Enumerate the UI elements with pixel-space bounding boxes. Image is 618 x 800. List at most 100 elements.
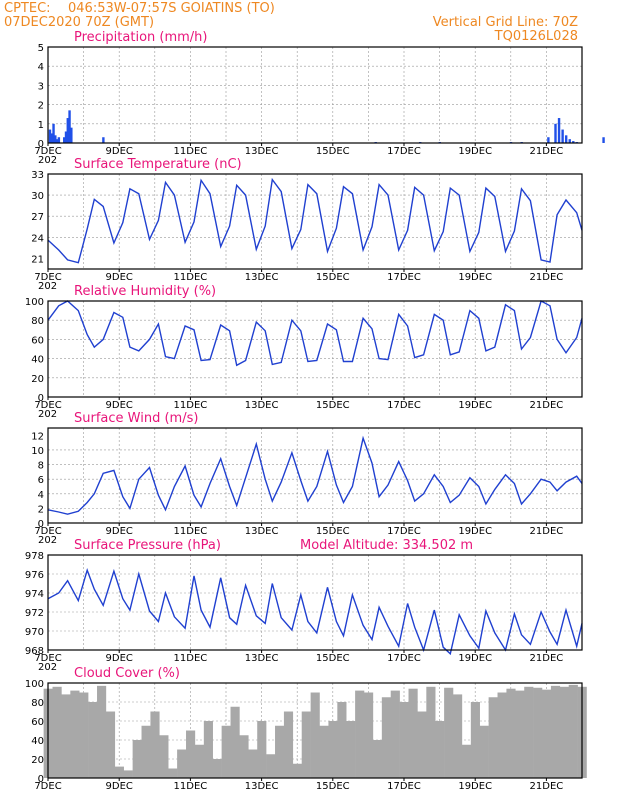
- cloud-bar: [275, 725, 285, 778]
- x-tick-label: 17DEC: [387, 400, 421, 411]
- x-tick-label: 11DEC: [174, 526, 208, 537]
- cloud-bar: [559, 686, 569, 778]
- y-tick-label: 4: [38, 62, 44, 73]
- y-tick-label: 0: [38, 393, 44, 404]
- panel-subtitle: Model Altitude: 334.502 m: [300, 538, 473, 553]
- x-tick-label: 9DEC: [106, 272, 133, 283]
- plot-frame: [47, 300, 583, 398]
- x-tick-label: 19DEC: [458, 400, 492, 411]
- x-tick-label: 15DEC: [316, 400, 350, 411]
- year-fragment: 202: [38, 535, 57, 546]
- year-fragment: 202: [38, 281, 57, 292]
- cloud-bar: [88, 702, 98, 778]
- x-tick-label: 13DEC: [245, 146, 279, 157]
- y-tick-label: 1: [38, 120, 44, 131]
- x-tick-label: 21DEC: [530, 781, 564, 792]
- cloud-bar: [381, 697, 391, 778]
- y-tick-label: 0: [38, 139, 44, 150]
- cloud-bar: [123, 770, 133, 778]
- cloud-bar: [435, 721, 445, 778]
- cloud-bar: [470, 702, 480, 778]
- panel-5: 0 20 40 60 80 100 Cloud Cover (%) 7DEC 9DEC 11DEC…: [25, 666, 587, 792]
- panel-title: Surface Pressure (hPa): [74, 538, 221, 553]
- y-tick-label: 972: [25, 608, 44, 619]
- y-tick-label: 976: [25, 570, 44, 581]
- cloud-bar: [221, 725, 231, 778]
- precip-bar: [554, 123, 557, 143]
- cloud-bar: [230, 706, 240, 778]
- year-fragment: 202: [38, 155, 57, 166]
- cloud-bar: [568, 684, 578, 778]
- x-tick-label: 19DEC: [458, 526, 492, 537]
- y-tick-label: 2: [38, 504, 44, 515]
- source-label: CPTEC:: [4, 1, 51, 16]
- y-tick-label: 0: [38, 519, 44, 530]
- panel-4: 968 970 972 974 976 978 Surface Pressure (hPa)…: [25, 538, 583, 673]
- y-tick-label: 0: [38, 774, 44, 785]
- x-tick-label: 17DEC: [387, 272, 421, 283]
- y-tick-label: 60: [31, 717, 44, 728]
- location-label: 046:53W-07:57S GOIATINS (TO): [68, 1, 275, 16]
- x-tick-label: 21DEC: [530, 146, 564, 157]
- y-tick-label: 60: [31, 335, 44, 346]
- x-tick-label: 13DEC: [245, 526, 279, 537]
- cloud-bar: [399, 702, 409, 778]
- y-tick-label: 100: [25, 297, 44, 308]
- x-tick-label: 21DEC: [530, 272, 564, 283]
- series-line: [47, 177, 583, 264]
- cloud-bar: [550, 685, 561, 778]
- x-tick-label: 15DEC: [316, 146, 350, 157]
- panel-title: Surface Temperature (nC): [74, 157, 242, 172]
- y-tick-label: 970: [25, 627, 44, 638]
- cloud-bar: [292, 763, 302, 778]
- cloud-bar: [515, 690, 525, 778]
- cloud-bar: [506, 688, 516, 778]
- y-tick-label: 4: [38, 490, 44, 501]
- cloud-bar: [328, 721, 338, 778]
- precip-bar: [564, 135, 568, 143]
- x-tick-label: 21DEC: [530, 526, 564, 537]
- plot-frame: [47, 46, 583, 144]
- precip-bar: [66, 118, 69, 143]
- cloud-bar: [319, 725, 329, 778]
- panel-0: 0 1 2 3 4 5 Precipitation (mm/h) 7DEC 9DEC 11DEC 1…: [34, 30, 605, 166]
- precip-bar: [561, 129, 564, 143]
- cloud-bar: [310, 692, 320, 778]
- cloud-bar: [239, 735, 249, 778]
- cloud-bar: [61, 694, 71, 778]
- cloud-bar: [257, 721, 267, 778]
- cloud-bar: [150, 711, 160, 778]
- y-tick-label: 24: [31, 233, 44, 244]
- x-tick-label: 7DEC: [34, 653, 61, 664]
- precip-bar: [64, 131, 68, 143]
- cloud-bar: [301, 711, 311, 778]
- x-tick-label: 15DEC: [316, 653, 350, 664]
- cloud-bar: [533, 687, 543, 778]
- x-tick-label: 19DEC: [458, 146, 492, 157]
- y-tick-label: 974: [25, 589, 44, 600]
- x-tick-label: 11DEC: [174, 781, 208, 792]
- y-tick-label: 5: [38, 43, 44, 54]
- precip-bar: [57, 137, 61, 143]
- cloud-bar: [337, 702, 347, 778]
- cloud-bar: [479, 725, 489, 778]
- x-tick-label: 7DEC: [34, 272, 61, 283]
- cloud-bar: [79, 692, 89, 778]
- x-tick-label: 13DEC: [245, 272, 279, 283]
- series-line: [47, 299, 583, 367]
- panel-2: 0 20 40 60 80 100 Relative Humidity (%) 7DEC 9DE…: [25, 284, 583, 420]
- cloud-bar: [186, 730, 196, 778]
- cloud-bar: [97, 685, 107, 778]
- product-code: TQ0126L028: [494, 29, 578, 44]
- x-tick-label: 7DEC: [34, 526, 61, 537]
- plot-frame: [47, 173, 583, 270]
- cloud-bar: [426, 686, 436, 778]
- precip-bar: [48, 129, 52, 143]
- precip-bar: [547, 137, 550, 143]
- grid-note: Vertical Grid Line: 70Z: [433, 15, 578, 30]
- cloud-bar: [488, 697, 498, 778]
- x-tick-label: 19DEC: [458, 272, 492, 283]
- panel-title: Precipitation (mm/h): [74, 30, 207, 45]
- year-fragment: 202: [38, 409, 57, 420]
- panel-title: Relative Humidity (%): [74, 284, 216, 299]
